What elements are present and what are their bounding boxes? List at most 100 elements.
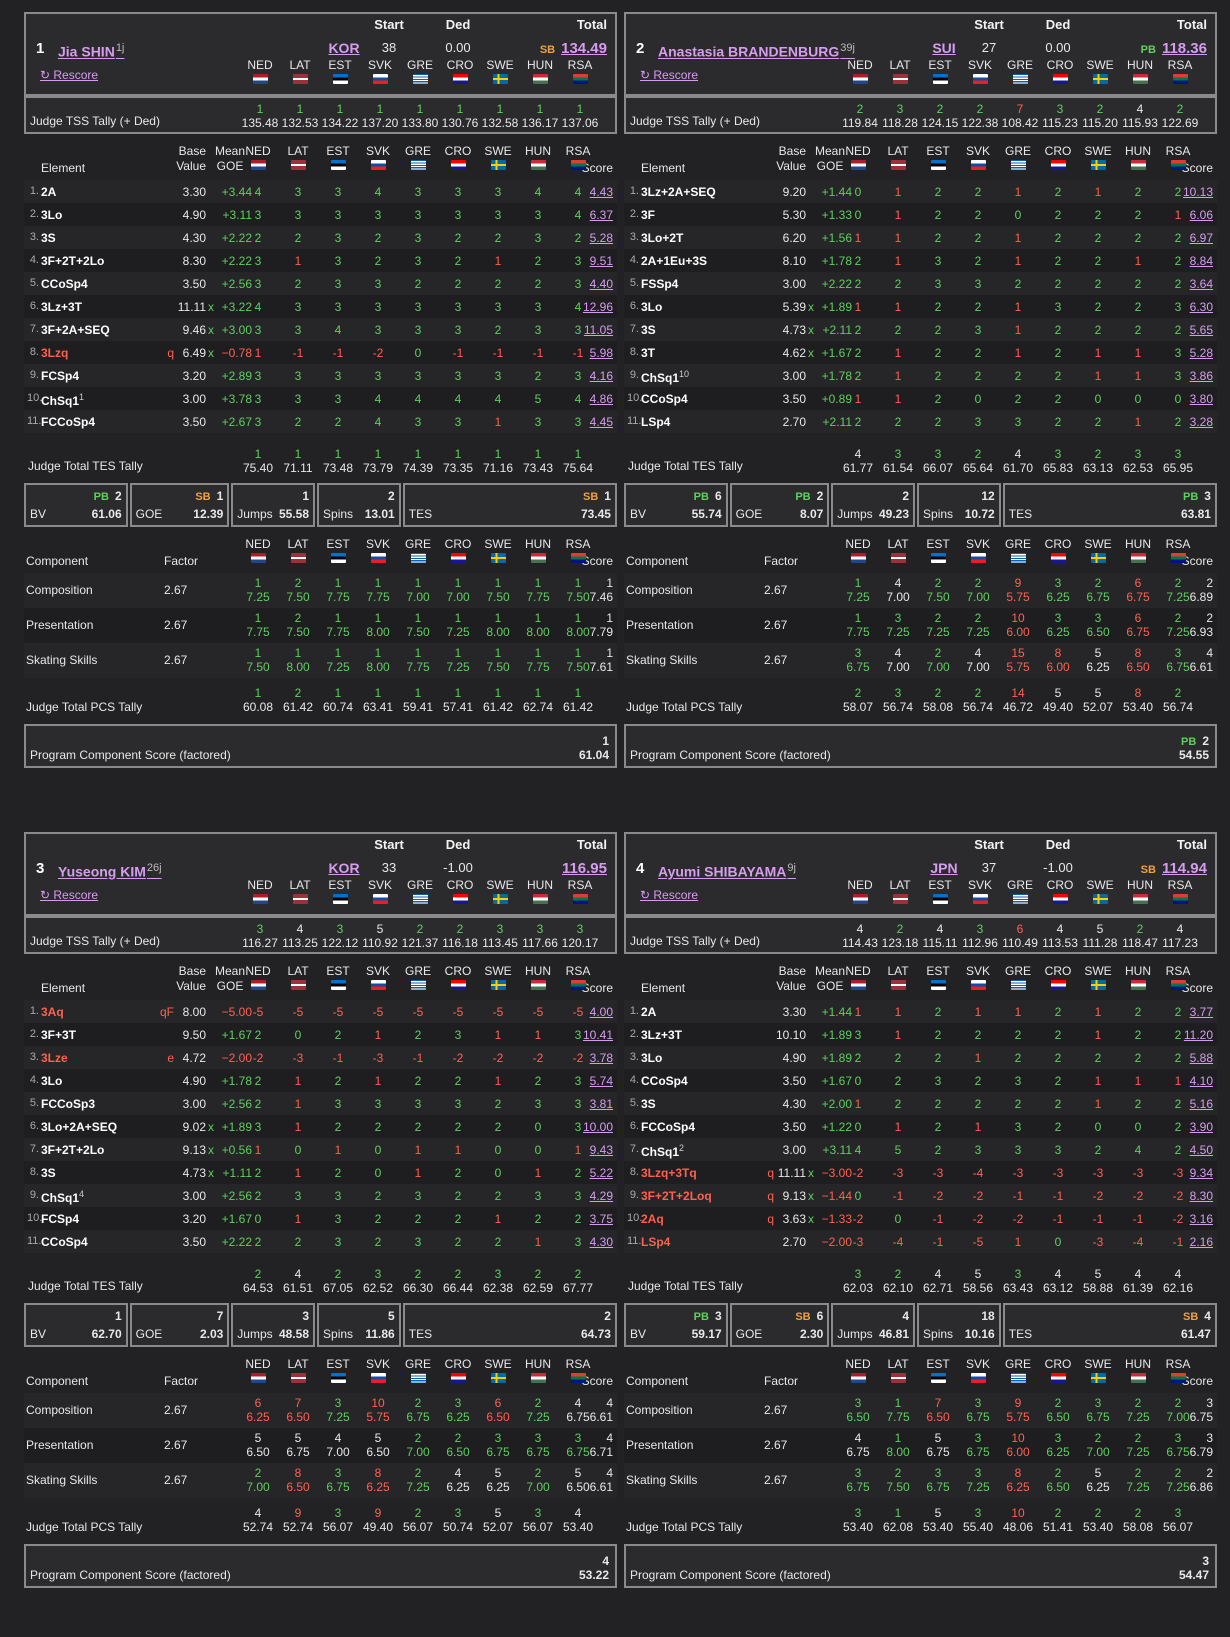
component-rank: 1 xyxy=(534,646,542,660)
element-score-link[interactable]: 5.88 xyxy=(1189,1051,1213,1065)
component-name: Presentation xyxy=(626,1438,694,1452)
element-score-link[interactable]: 5.16 xyxy=(1189,1097,1213,1111)
element-score-link[interactable]: 3.86 xyxy=(1189,369,1213,383)
component-rank: 3 xyxy=(934,1466,942,1480)
rescore-link[interactable]: ↻ Rescore xyxy=(640,888,699,902)
skater-name-link[interactable]: Jia SHIN1j xyxy=(58,42,125,60)
component-rank: 1 xyxy=(334,611,342,625)
skater-name-link[interactable]: Anastasia BRANDENBURG39j xyxy=(658,42,855,60)
nation-link[interactable]: KOR xyxy=(328,860,360,876)
judge-goe: 3 xyxy=(574,254,582,268)
element-score-link[interactable]: 12.96 xyxy=(582,300,613,314)
element-score-link[interactable]: 4.45 xyxy=(589,415,613,429)
element-score-link[interactable]: 5.28 xyxy=(1189,346,1213,360)
judge-goe: 1 xyxy=(1134,415,1142,429)
tss-rank: 3 xyxy=(256,922,264,936)
component-mark: 7.25 xyxy=(886,625,910,639)
element-score-link[interactable]: 11.20 xyxy=(1183,1028,1213,1042)
tes-rank: 2 xyxy=(894,1267,902,1281)
element-row: 6. FCCoSp4 3.50 +1.22 0 1 2 1 3 2 0 0 2 3.90 xyxy=(624,1115,1217,1138)
element-score-link[interactable]: 4.16 xyxy=(589,369,613,383)
element-score-link[interactable]: 3.16 xyxy=(1189,1212,1213,1226)
bonus-x: x xyxy=(808,1212,814,1226)
nation-link[interactable]: SUI xyxy=(932,40,956,56)
element-score-link[interactable]: 3.81 xyxy=(589,1097,613,1111)
tss-rank: 4 xyxy=(856,922,864,936)
element-score-link[interactable]: 4.30 xyxy=(589,1235,613,1249)
flag-lat-icon xyxy=(892,894,908,904)
element-score-link[interactable]: 10.13 xyxy=(1182,185,1213,199)
element-score-link[interactable]: 6.37 xyxy=(589,208,613,222)
element-score-link[interactable]: 4.29 xyxy=(589,1189,613,1203)
judge-component: 3 6.25 xyxy=(1038,576,1078,604)
tss-tally: Judge TSS Tally (+ Ded) 1 135.48 1 132.53 1 1… xyxy=(24,96,617,134)
element-index: 3. xyxy=(629,1051,639,1063)
element-score-link[interactable]: 6.06 xyxy=(1189,208,1213,222)
element-score-link[interactable]: 8.84 xyxy=(1189,254,1213,268)
rescore-link[interactable]: ↻ Rescore xyxy=(40,68,99,82)
rescore-link[interactable]: ↻ Rescore xyxy=(40,888,99,902)
tes-value: 66.07 xyxy=(922,461,954,475)
element-score-link[interactable]: 9.43 xyxy=(589,1143,613,1157)
element-score-link[interactable]: 5.74 xyxy=(589,1074,613,1088)
element-score-link[interactable]: 4.10 xyxy=(1189,1074,1213,1088)
element-score-link[interactable]: 5.65 xyxy=(1189,323,1213,337)
judge-goe: -1 xyxy=(452,346,464,360)
element-score-link[interactable]: 3.28 xyxy=(1189,415,1213,429)
element-score-link[interactable]: 10.00 xyxy=(582,1120,613,1134)
component-mark: 6.50 xyxy=(1126,660,1150,674)
bv-box-rank: PB 6 xyxy=(693,489,722,503)
judge-code: RSA xyxy=(1165,537,1191,551)
total-score-link[interactable]: 118.36 xyxy=(1161,40,1207,57)
element-score-link[interactable]: 10.41 xyxy=(582,1028,613,1042)
element-score-link[interactable]: 9.51 xyxy=(589,254,613,268)
element-score-link[interactable]: 6.97 xyxy=(1189,231,1213,245)
element-score-link[interactable]: 5.22 xyxy=(589,1166,613,1180)
element-score-link[interactable]: 5.98 xyxy=(589,346,613,360)
element-score-link[interactable]: 4.00 xyxy=(589,1005,613,1019)
element-score-link[interactable]: 2.16 xyxy=(1189,1235,1213,1249)
judge-goe: 1 xyxy=(1094,1097,1102,1111)
nation-link[interactable]: JPN xyxy=(930,860,958,876)
element-score-link[interactable]: 3.90 xyxy=(1189,1120,1213,1134)
element-score-link[interactable]: 11.05 xyxy=(583,323,613,337)
component-rank: 4 xyxy=(854,1431,862,1445)
record-badge: SB xyxy=(539,44,556,56)
judge-goe: 2 xyxy=(1174,1028,1182,1042)
nation-link[interactable]: KOR xyxy=(328,40,360,56)
element-score-link[interactable]: 8.30 xyxy=(1189,1189,1213,1203)
tes-cell: 2 62.59 xyxy=(518,1267,558,1295)
total-score-link[interactable]: 114.94 xyxy=(1161,860,1207,877)
judge-hun: HUN xyxy=(520,58,560,84)
tes-value: 61.77 xyxy=(842,461,874,475)
tes-value: 65.83 xyxy=(1042,461,1074,475)
element-score-link[interactable]: 3.78 xyxy=(589,1051,613,1065)
element-score-link[interactable]: 4.40 xyxy=(589,277,613,291)
judge-col-cro: CRO xyxy=(1038,964,1078,990)
element-score-link[interactable]: 3.80 xyxy=(1189,392,1213,406)
component-header: Component xyxy=(626,1374,689,1388)
total-score-link[interactable]: 116.95 xyxy=(561,860,607,877)
judge-code: GRE xyxy=(1004,537,1031,551)
judge-goe: 3 xyxy=(414,231,422,245)
total-score-link[interactable]: 134.49 xyxy=(561,40,607,57)
element-score-link[interactable]: 3.75 xyxy=(589,1212,613,1226)
component-mark: 7.50 xyxy=(886,1480,910,1494)
skater-name-link[interactable]: Yuseong KIM26j xyxy=(58,862,162,880)
judge-col-gre: GRE xyxy=(398,537,438,563)
element-score-link[interactable]: 3.64 xyxy=(1189,277,1213,291)
element-score-link[interactable]: 5.28 xyxy=(589,231,613,245)
component-rank: 6 xyxy=(1134,576,1142,590)
element-score-link[interactable]: 4.50 xyxy=(1189,1143,1213,1157)
judge-goe: 2 xyxy=(1014,1028,1022,1042)
element-score-link[interactable]: 4.86 xyxy=(589,392,613,406)
rescore-link[interactable]: ↻ Rescore xyxy=(640,68,699,82)
component-rank: 1 xyxy=(534,611,542,625)
skater-name-link[interactable]: Ayumi SHIBAYAMA9j xyxy=(658,862,796,880)
element-score-link[interactable]: 3.77 xyxy=(1189,1005,1213,1019)
element-score-link[interactable]: 9.34 xyxy=(1189,1166,1213,1180)
pcs-final-value: 54.47 xyxy=(1178,1568,1209,1582)
element-score-link[interactable]: 6.30 xyxy=(1189,300,1213,314)
bonus-x: x xyxy=(808,1189,814,1203)
element-score-link[interactable]: 4.43 xyxy=(589,185,613,199)
